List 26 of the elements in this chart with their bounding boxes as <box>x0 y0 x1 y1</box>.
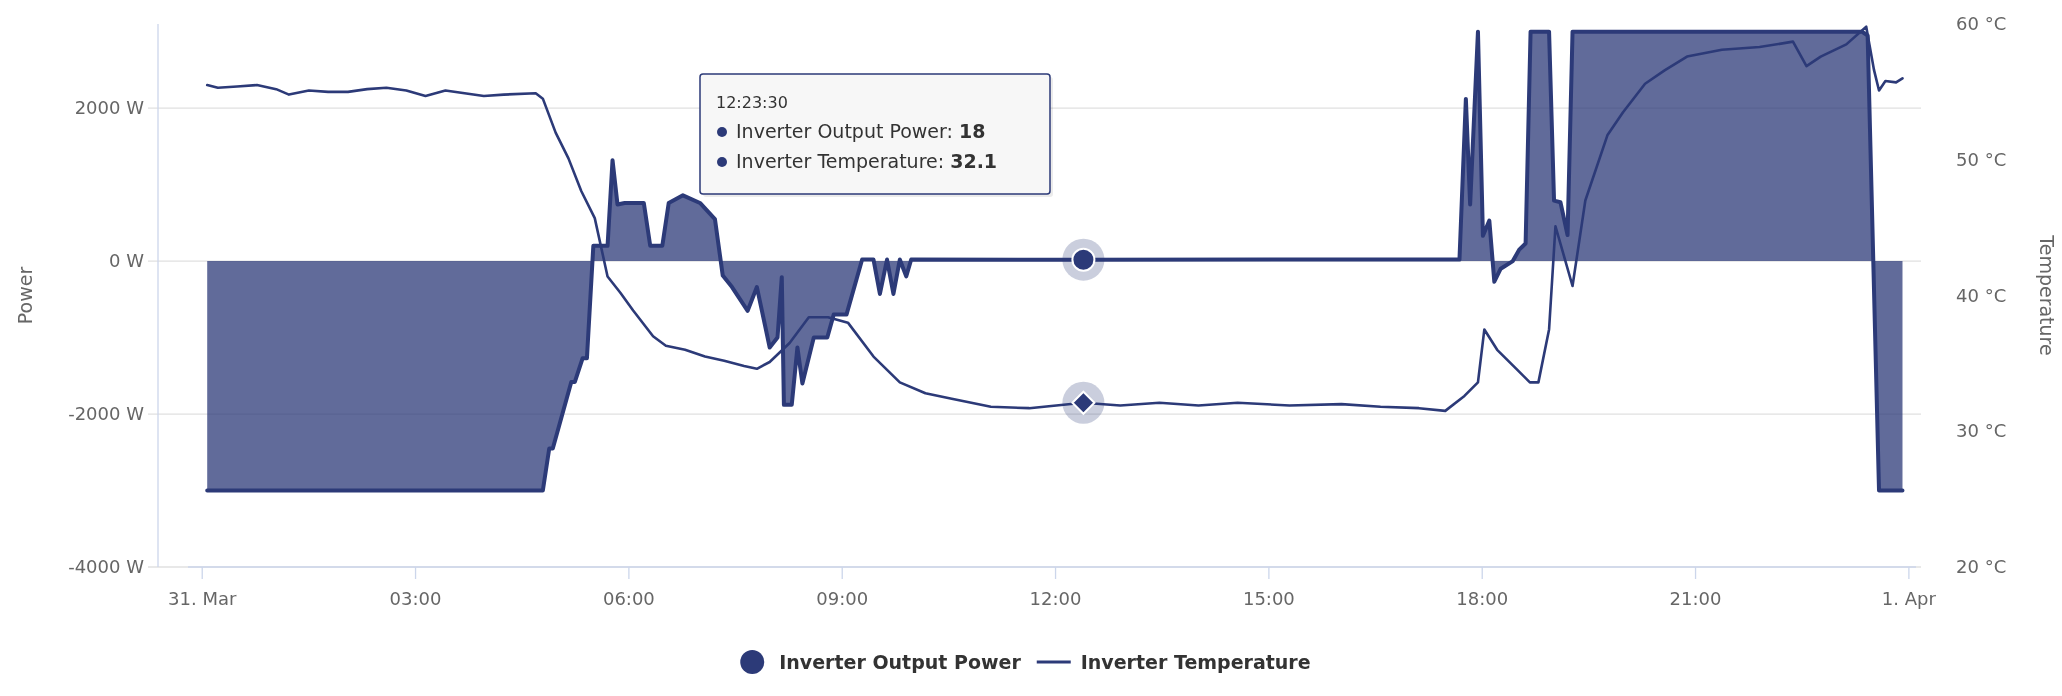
y-axis-title: Power <box>14 266 36 325</box>
legend-label: Inverter Output Power <box>779 651 1022 673</box>
x-tick-label: 09:00 <box>816 588 869 609</box>
annotation: Inverter Output Power: 18 <box>736 120 986 142</box>
x-tick-label: 21:00 <box>1669 588 1722 609</box>
y2-tick-label: 50 °C <box>1956 148 2007 170</box>
y-tick-label: -2000 W <box>68 403 145 425</box>
y-tick-label: 2000 W <box>74 97 145 119</box>
y2-tick-label: 40 °C <box>1956 284 2007 306</box>
y2-tick-label: 20 °C <box>1956 556 2007 577</box>
y2-tick-label: 30 °C <box>1956 420 2007 442</box>
x-tick-label: 1. Apr <box>1881 588 1937 609</box>
legend-label: Inverter Temperature <box>1080 651 1311 673</box>
y2-tick-label: 60 °C <box>1956 13 2007 34</box>
x-tick-label: 31. Mar <box>168 588 237 609</box>
x-tick-label: 15:00 <box>1242 588 1295 609</box>
x-tick-label: 06:00 <box>602 588 655 609</box>
x-tick-label: 12:00 <box>1029 588 1082 609</box>
x-tick-label: 03:00 <box>389 588 442 609</box>
y-tick-label: 0 W <box>109 250 145 272</box>
x-tick-label: 18:00 <box>1456 588 1509 609</box>
annotation: 12:23:30 <box>716 93 788 112</box>
annotation: Inverter Temperature: 32.1 <box>736 150 998 172</box>
tooltip: 12:23:30 Inverter Output Power: 18 Inverter Temperature: 32.1 <box>699 73 1053 197</box>
y-tick-label: -4000 W <box>68 556 145 577</box>
y2-axis-title: Temperature <box>2036 234 2058 356</box>
